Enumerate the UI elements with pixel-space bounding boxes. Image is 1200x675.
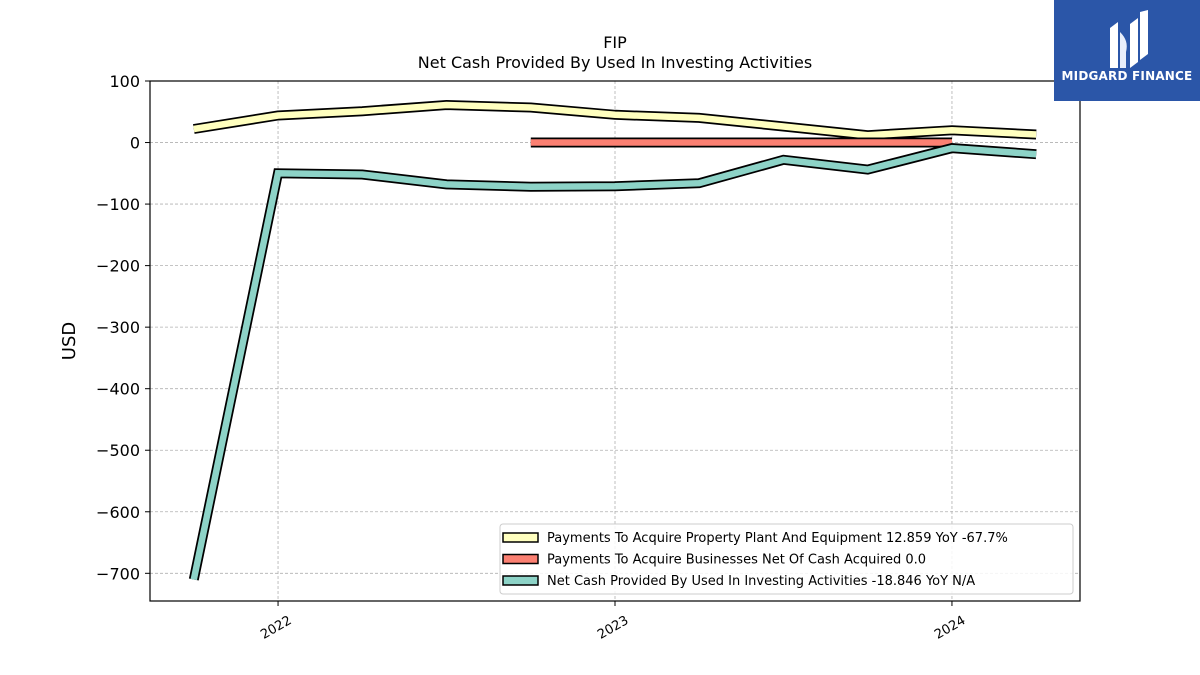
x-ticks: 2022 2023 2024 [258, 601, 968, 643]
y-tick-label: −200 [96, 257, 140, 276]
y-tick-label: −400 [96, 380, 140, 399]
legend-label: Payments To Acquire Businesses Net Of Ca… [547, 553, 926, 568]
legend-swatch [502, 553, 539, 565]
legend-label: Net Cash Provided By Used In Investing A… [547, 574, 975, 589]
grid [150, 80, 1080, 601]
logo-mark-icon [1110, 10, 1148, 68]
y-tick-label: −500 [96, 441, 140, 460]
x-tick-label: 2023 [595, 613, 631, 643]
chart-title: FIP [603, 33, 627, 52]
y-tick-label: −300 [96, 318, 140, 337]
legend-swatch [502, 575, 539, 586]
legend-frame [499, 523, 1074, 595]
y-tick-label: 100 [109, 72, 140, 91]
x-tick-label: 2022 [258, 613, 294, 643]
chart-subtitle: Net Cash Provided By Used In Investing A… [418, 53, 812, 72]
y-axis-label: USD [59, 322, 80, 360]
legend: Payments To Acquire Property Plant And E… [499, 523, 1074, 595]
series-layer [188, 99, 1037, 581]
x-tick-label: 2024 [932, 613, 968, 643]
brand-logo: MIDGARD FINANCE [1054, 0, 1200, 101]
y-tick-label: −100 [96, 195, 140, 214]
y-ticks: 100 0 −100 −200 −300 −400 −500 −600 −700 [96, 72, 150, 583]
brand-name: MIDGARD FINANCE [1061, 69, 1193, 83]
legend-swatch [502, 532, 539, 543]
y-tick-label: −600 [96, 503, 140, 522]
legend-label: Payments To Acquire Property Plant And E… [547, 531, 1008, 546]
y-tick-label: −700 [96, 564, 140, 583]
y-tick-label: 0 [130, 134, 140, 153]
